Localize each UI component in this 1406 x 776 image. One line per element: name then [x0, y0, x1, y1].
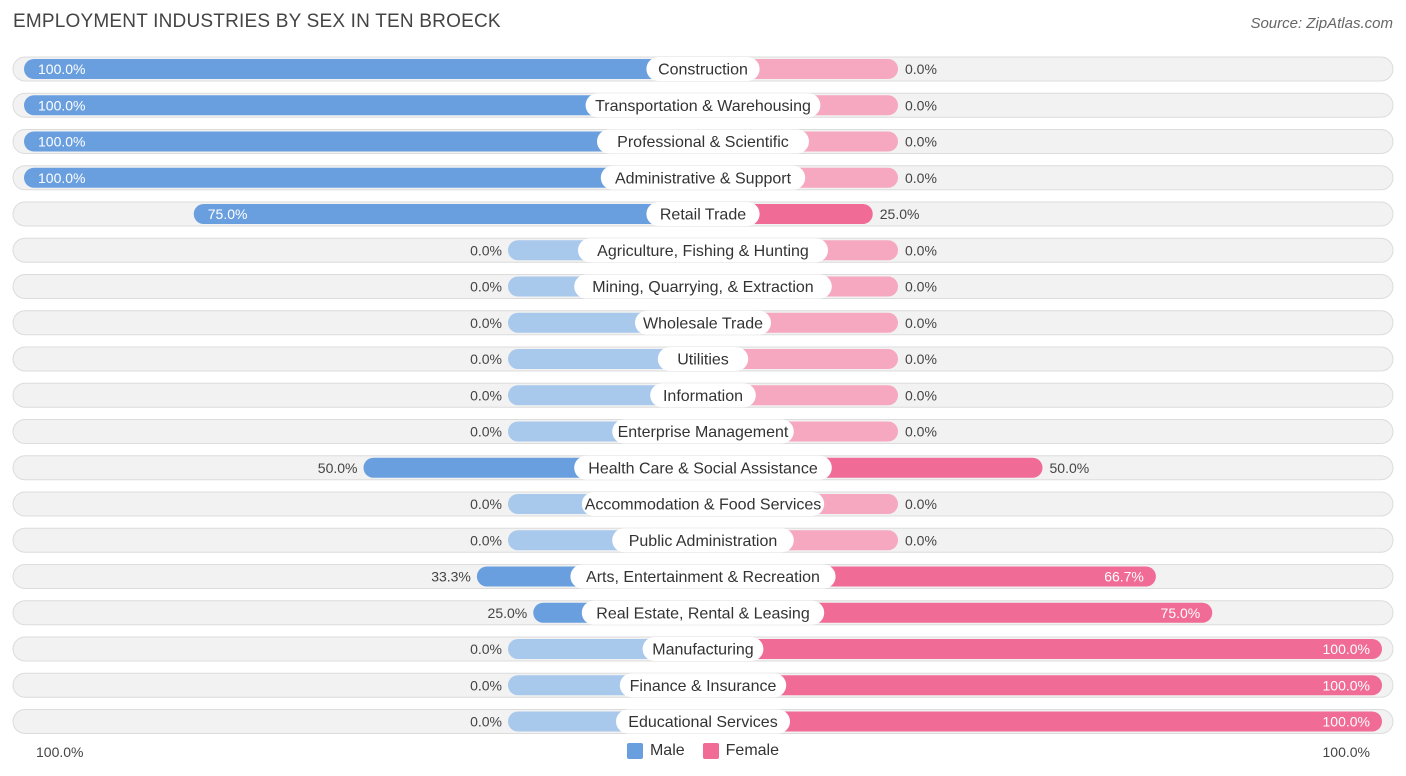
chart-source: Source: ZipAtlas.com — [1250, 15, 1393, 32]
bar-female — [703, 675, 1382, 696]
value-label-male: 100.0% — [38, 170, 85, 186]
value-label-female: 0.0% — [905, 315, 937, 331]
value-label-male: 0.0% — [470, 424, 502, 440]
value-label-female: 0.0% — [905, 134, 937, 150]
bar-female — [703, 639, 1382, 659]
value-label-male: 0.0% — [470, 315, 502, 331]
legend-item-male[interactable]: Male — [626, 742, 685, 760]
value-label-female: 0.0% — [905, 97, 937, 113]
category-pill — [612, 419, 794, 444]
category-pill — [570, 564, 836, 589]
value-label-male: 100.0% — [38, 97, 85, 113]
bar-male — [508, 349, 703, 369]
category-label: Retail Trade — [660, 207, 746, 224]
value-label-male: 33.3% — [431, 569, 471, 585]
bar-male — [24, 131, 703, 152]
category-label: Health Care & Social Assistance — [588, 460, 818, 477]
category-pill — [574, 274, 832, 299]
category-label: Public Administration — [629, 533, 778, 550]
value-label-female: 100.0% — [1323, 641, 1370, 657]
category-label: Information — [663, 388, 743, 405]
category-label: Mining, Quarrying, & Extraction — [592, 279, 813, 296]
legend-label-male: Male — [649, 742, 685, 759]
category-label: Administrative & Support — [615, 170, 792, 187]
category-label: Enterprise Management — [618, 424, 789, 441]
value-label-male: 75.0% — [208, 206, 248, 222]
category-label: Manufacturing — [652, 642, 753, 659]
category-pill — [574, 455, 832, 480]
value-label-male: 100.0% — [38, 61, 85, 77]
category-label: Finance & Insurance — [630, 678, 777, 695]
category-pill — [642, 637, 764, 661]
category-pill — [646, 202, 760, 226]
axis-label-right: 100.0% — [1322, 744, 1370, 760]
chart-title: EMPLOYMENT INDUSTRIES BY SEX IN TEN BROE… — [13, 11, 501, 32]
bar-female — [703, 349, 898, 369]
value-label-male: 25.0% — [488, 605, 528, 621]
category-pill — [578, 238, 828, 263]
category-label: Educational Services — [628, 714, 777, 731]
value-label-male: 0.0% — [470, 677, 502, 693]
legend-swatch-male — [626, 743, 643, 759]
legend-item-female[interactable]: Female — [702, 742, 780, 760]
category-pill — [646, 57, 760, 81]
value-label-male: 0.0% — [470, 532, 502, 548]
category-pill — [612, 528, 794, 553]
value-label-female: 100.0% — [1323, 714, 1370, 730]
category-pill — [581, 492, 825, 516]
value-label-male: 0.0% — [470, 641, 502, 657]
bar-male — [24, 167, 703, 188]
bar-male — [24, 95, 703, 116]
axis-label-left: 100.0% — [36, 744, 84, 760]
value-label-female: 50.0% — [1050, 460, 1090, 476]
category-label: Transportation & Warehousing — [595, 98, 811, 115]
category-label: Arts, Entertainment & Recreation — [586, 569, 820, 586]
bar-female — [703, 602, 1213, 623]
category-label: Accommodation & Food Services — [585, 497, 822, 514]
value-label-male: 0.0% — [470, 714, 502, 730]
value-label-male: 0.0% — [470, 279, 502, 295]
category-label: Utilities — [677, 352, 729, 369]
value-label-female: 100.0% — [1323, 677, 1370, 693]
legend-label-female: Female — [725, 742, 780, 759]
value-label-female: 25.0% — [880, 206, 920, 222]
chart-legend: Male Female — [0, 742, 1406, 760]
category-pill — [657, 347, 749, 371]
value-label-female: 0.0% — [905, 351, 937, 367]
value-label-male: 100.0% — [38, 134, 85, 150]
category-pill — [600, 165, 806, 190]
value-label-female: 0.0% — [905, 61, 937, 77]
value-label-female: 0.0% — [905, 496, 937, 512]
category-pill — [581, 600, 825, 625]
category-pill — [585, 93, 821, 118]
value-label-male: 0.0% — [470, 496, 502, 512]
category-label: Real Estate, Rental & Leasing — [596, 605, 809, 622]
value-label-female: 0.0% — [905, 532, 937, 548]
category-label: Construction — [658, 62, 748, 79]
value-label-male: 0.0% — [470, 242, 502, 258]
category-pill — [635, 310, 771, 335]
category-label: Professional & Scientific — [617, 134, 789, 151]
value-label-female: 0.0% — [905, 242, 937, 258]
category-label: Wholesale Trade — [643, 315, 763, 332]
value-label-female: 66.7% — [1104, 569, 1144, 585]
value-label-female: 0.0% — [905, 387, 937, 403]
bar-male — [24, 59, 703, 79]
value-label-male: 50.0% — [318, 460, 358, 476]
value-label-female: 75.0% — [1161, 605, 1201, 621]
value-label-male: 0.0% — [470, 351, 502, 367]
category-pill — [650, 383, 756, 408]
category-pill — [619, 673, 787, 698]
value-label-female: 0.0% — [905, 279, 937, 295]
value-label-male: 0.0% — [470, 387, 502, 403]
value-label-female: 0.0% — [905, 424, 937, 440]
category-pill — [597, 129, 809, 154]
value-label-female: 0.0% — [905, 170, 937, 186]
bar-female — [703, 711, 1382, 732]
bar-male — [193, 204, 703, 224]
category-pill — [616, 709, 790, 734]
bar-chart: Construction 100.0% 0.0% Transportation & W… — [12, 56, 1394, 734]
legend-swatch-female — [702, 743, 719, 759]
category-label: Agriculture, Fishing & Hunting — [597, 243, 809, 260]
